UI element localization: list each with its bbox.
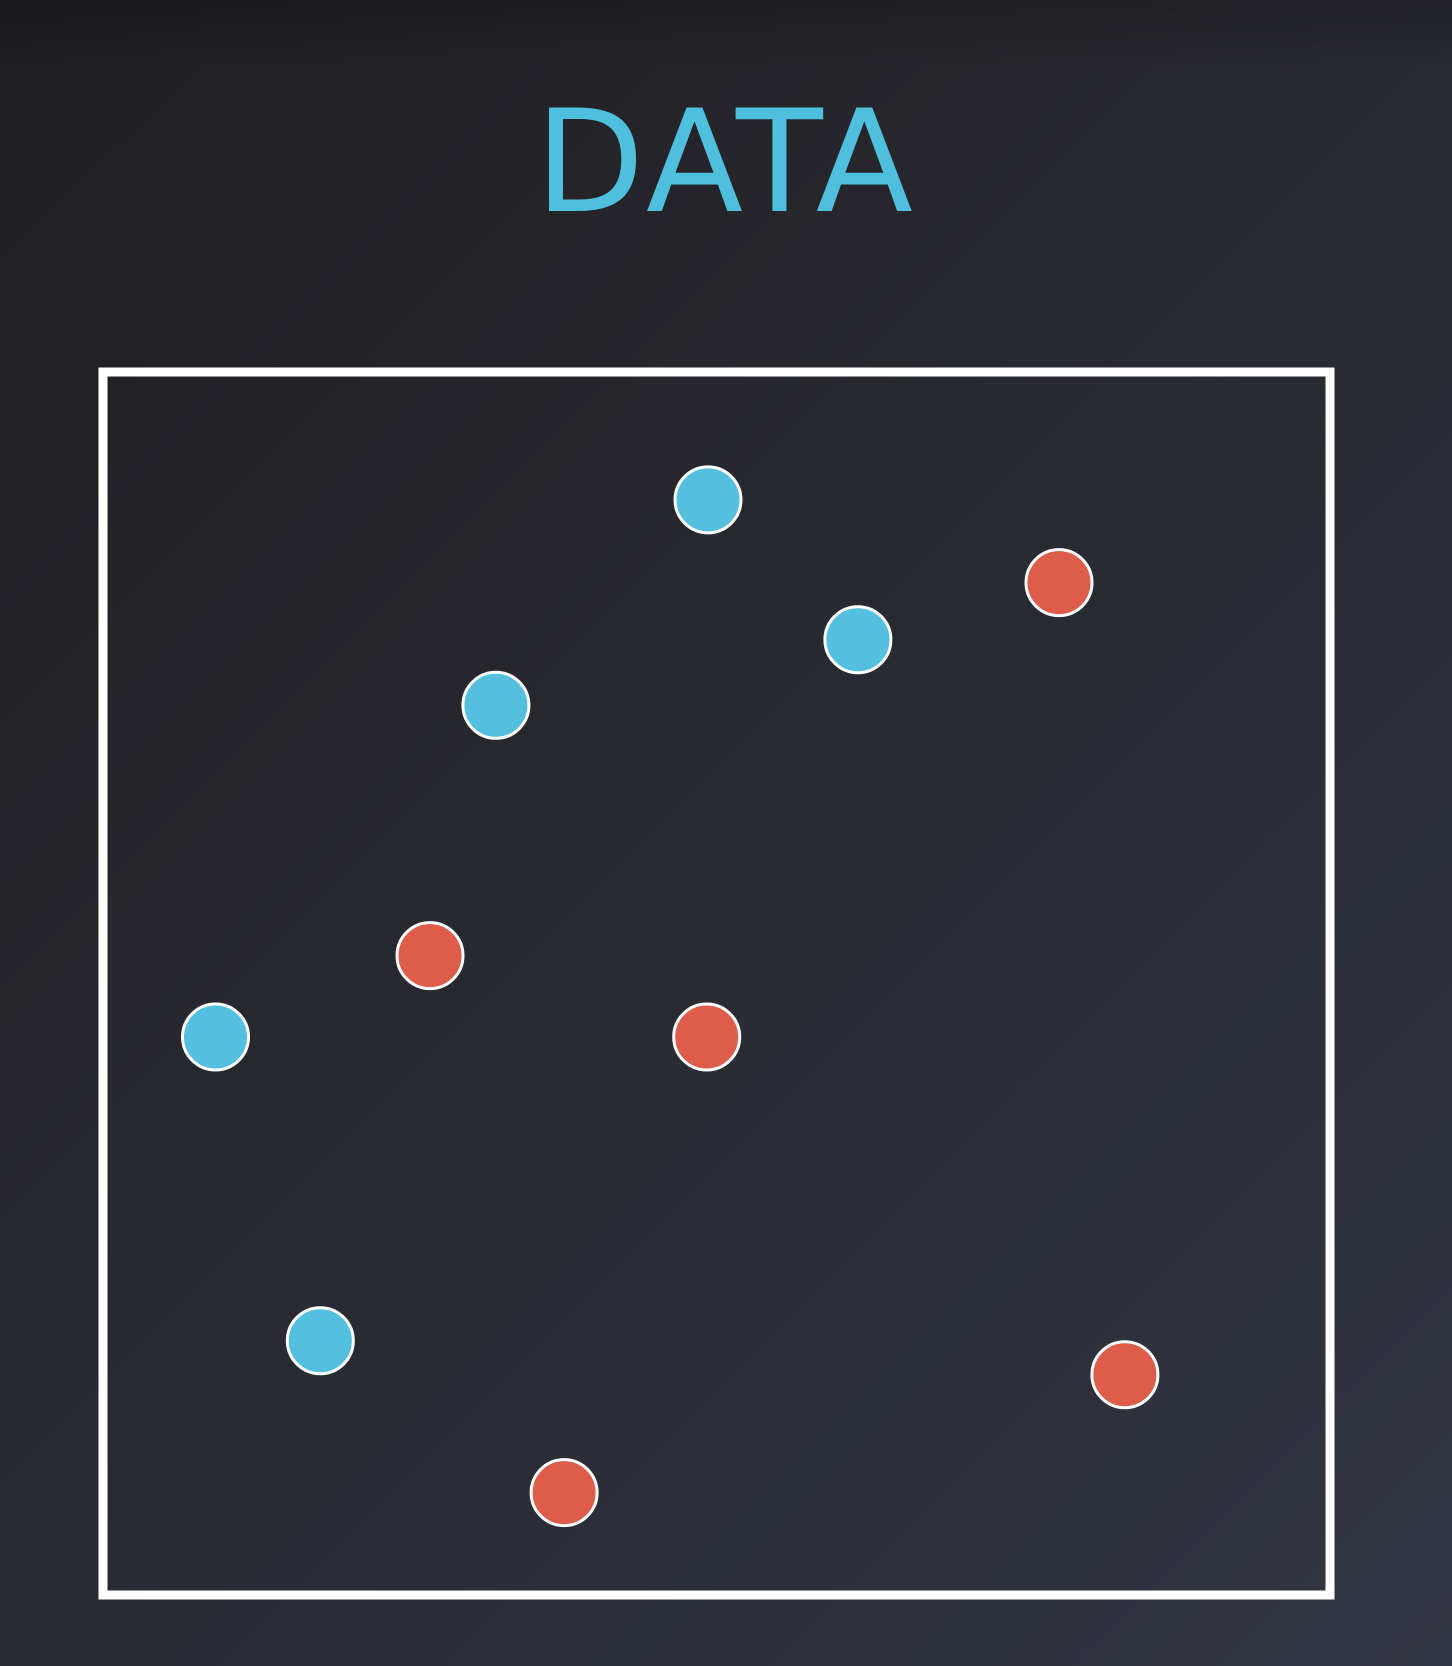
data-point-series-1-1 xyxy=(673,465,743,535)
top-shade xyxy=(0,0,1452,70)
plot-frame xyxy=(98,367,1335,1600)
data-point-series-2-5 xyxy=(529,1458,599,1528)
chart-title: DATA xyxy=(535,80,917,245)
points-layer xyxy=(181,465,1160,1528)
data-point-series-1-2 xyxy=(461,670,531,740)
data-point-series-2-4 xyxy=(1090,1340,1160,1410)
data-point-series-1-5 xyxy=(285,1306,355,1376)
data-point-series-2-2 xyxy=(395,921,465,991)
data-point-series-2-3 xyxy=(672,1002,742,1072)
data-point-series-2-1 xyxy=(1024,548,1094,618)
data-point-series-1-3 xyxy=(823,605,893,675)
data-point-series-1-4 xyxy=(181,1002,250,1072)
